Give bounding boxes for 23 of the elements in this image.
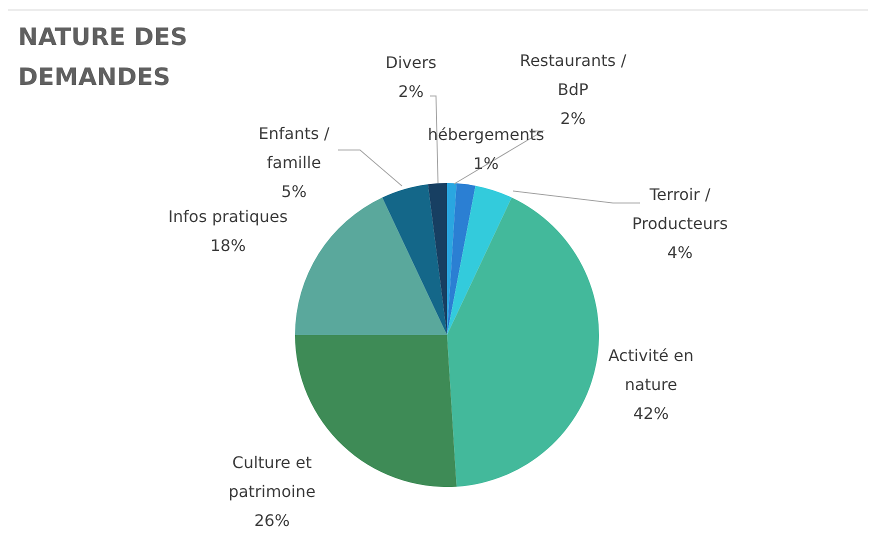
data-label: 2% xyxy=(398,82,424,101)
slice-label: Terroir / Producteurs xyxy=(632,185,728,233)
data-label: 4% xyxy=(667,243,693,262)
slice-label: Divers xyxy=(386,53,436,72)
pie-slice xyxy=(447,197,599,487)
slice-label: Activité en nature xyxy=(608,346,694,394)
data-label: 2% xyxy=(560,109,586,128)
slice-label: Restaurants / BdP xyxy=(520,51,627,99)
slice-label: hébergements xyxy=(428,125,544,144)
slice-label: Culture et patrimoine xyxy=(228,453,316,501)
pie-slice xyxy=(428,183,447,335)
data-label: 18% xyxy=(210,236,246,255)
data-label: 5% xyxy=(281,182,307,201)
chart-title: NATURE DES DEMANDES xyxy=(18,23,188,91)
data-label: 1% xyxy=(473,154,499,173)
pie-slice xyxy=(447,183,476,335)
pie-slice xyxy=(447,186,512,335)
pie-slice xyxy=(295,197,447,335)
slice-label: Infos pratiques xyxy=(168,207,288,226)
data-label: 42% xyxy=(633,404,669,423)
pie-slice xyxy=(382,184,447,335)
data-label: 26% xyxy=(254,511,290,530)
slice-label: Enfants / famille xyxy=(258,124,330,172)
